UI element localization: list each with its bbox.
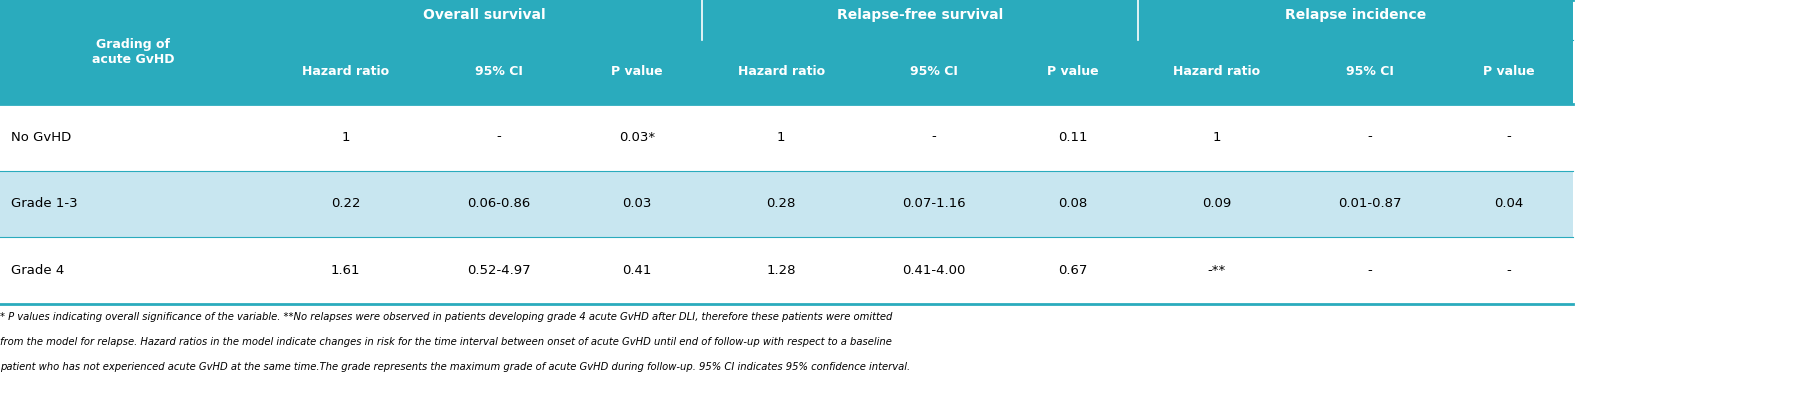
- Text: 0.67: 0.67: [1058, 265, 1087, 277]
- Text: Grade 1-3: Grade 1-3: [11, 197, 77, 211]
- Text: 1: 1: [1213, 131, 1220, 144]
- Bar: [0, 238, 1573, 304]
- Text: from the model for relapse. Hazard ratios in the model indicate changes in risk : from the model for relapse. Hazard ratio…: [0, 337, 891, 347]
- Bar: [702, 39, 860, 103]
- Text: -: -: [1368, 131, 1372, 144]
- Text: 0.03*: 0.03*: [619, 131, 655, 144]
- Text: 1.28: 1.28: [767, 265, 796, 277]
- Text: Grading of
acute GvHD: Grading of acute GvHD: [92, 38, 175, 66]
- Text: * P values indicating overall significance of the variable. **No relapses were o: * P values indicating overall significan…: [0, 312, 893, 322]
- Text: 0.41-4.00: 0.41-4.00: [902, 265, 967, 277]
- Text: Hazard ratio: Hazard ratio: [1174, 65, 1260, 78]
- Text: -**: -**: [1208, 265, 1226, 277]
- Text: 0.22: 0.22: [331, 197, 360, 211]
- Bar: [1138, 39, 1296, 103]
- Text: 1: 1: [342, 131, 349, 144]
- Text: 95% CI: 95% CI: [911, 65, 958, 78]
- Bar: [1008, 39, 1138, 103]
- Text: P value: P value: [1048, 65, 1098, 78]
- Bar: [1296, 39, 1444, 103]
- Text: -: -: [1368, 265, 1372, 277]
- Text: 0.09: 0.09: [1202, 197, 1231, 211]
- Text: 0.01-0.87: 0.01-0.87: [1337, 197, 1402, 211]
- Bar: [1138, 0, 1573, 39]
- Text: No GvHD: No GvHD: [11, 131, 70, 144]
- Text: 0.06-0.86: 0.06-0.86: [466, 197, 531, 211]
- Text: 0.52-4.97: 0.52-4.97: [466, 265, 531, 277]
- Text: Grade 4: Grade 4: [11, 265, 65, 277]
- Bar: [0, 103, 1573, 170]
- Text: 0.28: 0.28: [767, 197, 796, 211]
- Text: 1.61: 1.61: [331, 265, 360, 277]
- Bar: [702, 0, 1138, 39]
- Bar: [1444, 39, 1573, 103]
- Text: Relapse-free survival: Relapse-free survival: [837, 8, 1003, 22]
- Text: Hazard ratio: Hazard ratio: [302, 65, 389, 78]
- Text: 0.07-1.16: 0.07-1.16: [902, 197, 967, 211]
- Bar: [572, 39, 702, 103]
- Text: 0.08: 0.08: [1058, 197, 1087, 211]
- Text: Relapse incidence: Relapse incidence: [1285, 8, 1426, 22]
- Bar: [860, 39, 1008, 103]
- Text: -: -: [1507, 265, 1510, 277]
- Bar: [0, 170, 1573, 238]
- Text: P value: P value: [612, 65, 662, 78]
- Text: patient who has not experienced acute GvHD at the same time.The grade represents: patient who has not experienced acute Gv…: [0, 362, 911, 372]
- Text: 0.41: 0.41: [623, 265, 652, 277]
- Text: Overall survival: Overall survival: [423, 8, 545, 22]
- Text: 0.03: 0.03: [623, 197, 652, 211]
- Text: 1: 1: [778, 131, 785, 144]
- Text: -: -: [497, 131, 500, 144]
- Bar: [0, 0, 266, 103]
- Text: 95% CI: 95% CI: [1346, 65, 1393, 78]
- Text: 95% CI: 95% CI: [475, 65, 522, 78]
- Bar: [266, 0, 702, 39]
- Text: -: -: [1507, 131, 1510, 144]
- Text: P value: P value: [1483, 65, 1534, 78]
- Text: 0.11: 0.11: [1058, 131, 1087, 144]
- Text: Hazard ratio: Hazard ratio: [738, 65, 824, 78]
- Bar: [425, 39, 572, 103]
- Bar: [266, 39, 425, 103]
- Text: -: -: [932, 131, 936, 144]
- Text: 0.04: 0.04: [1494, 197, 1523, 211]
